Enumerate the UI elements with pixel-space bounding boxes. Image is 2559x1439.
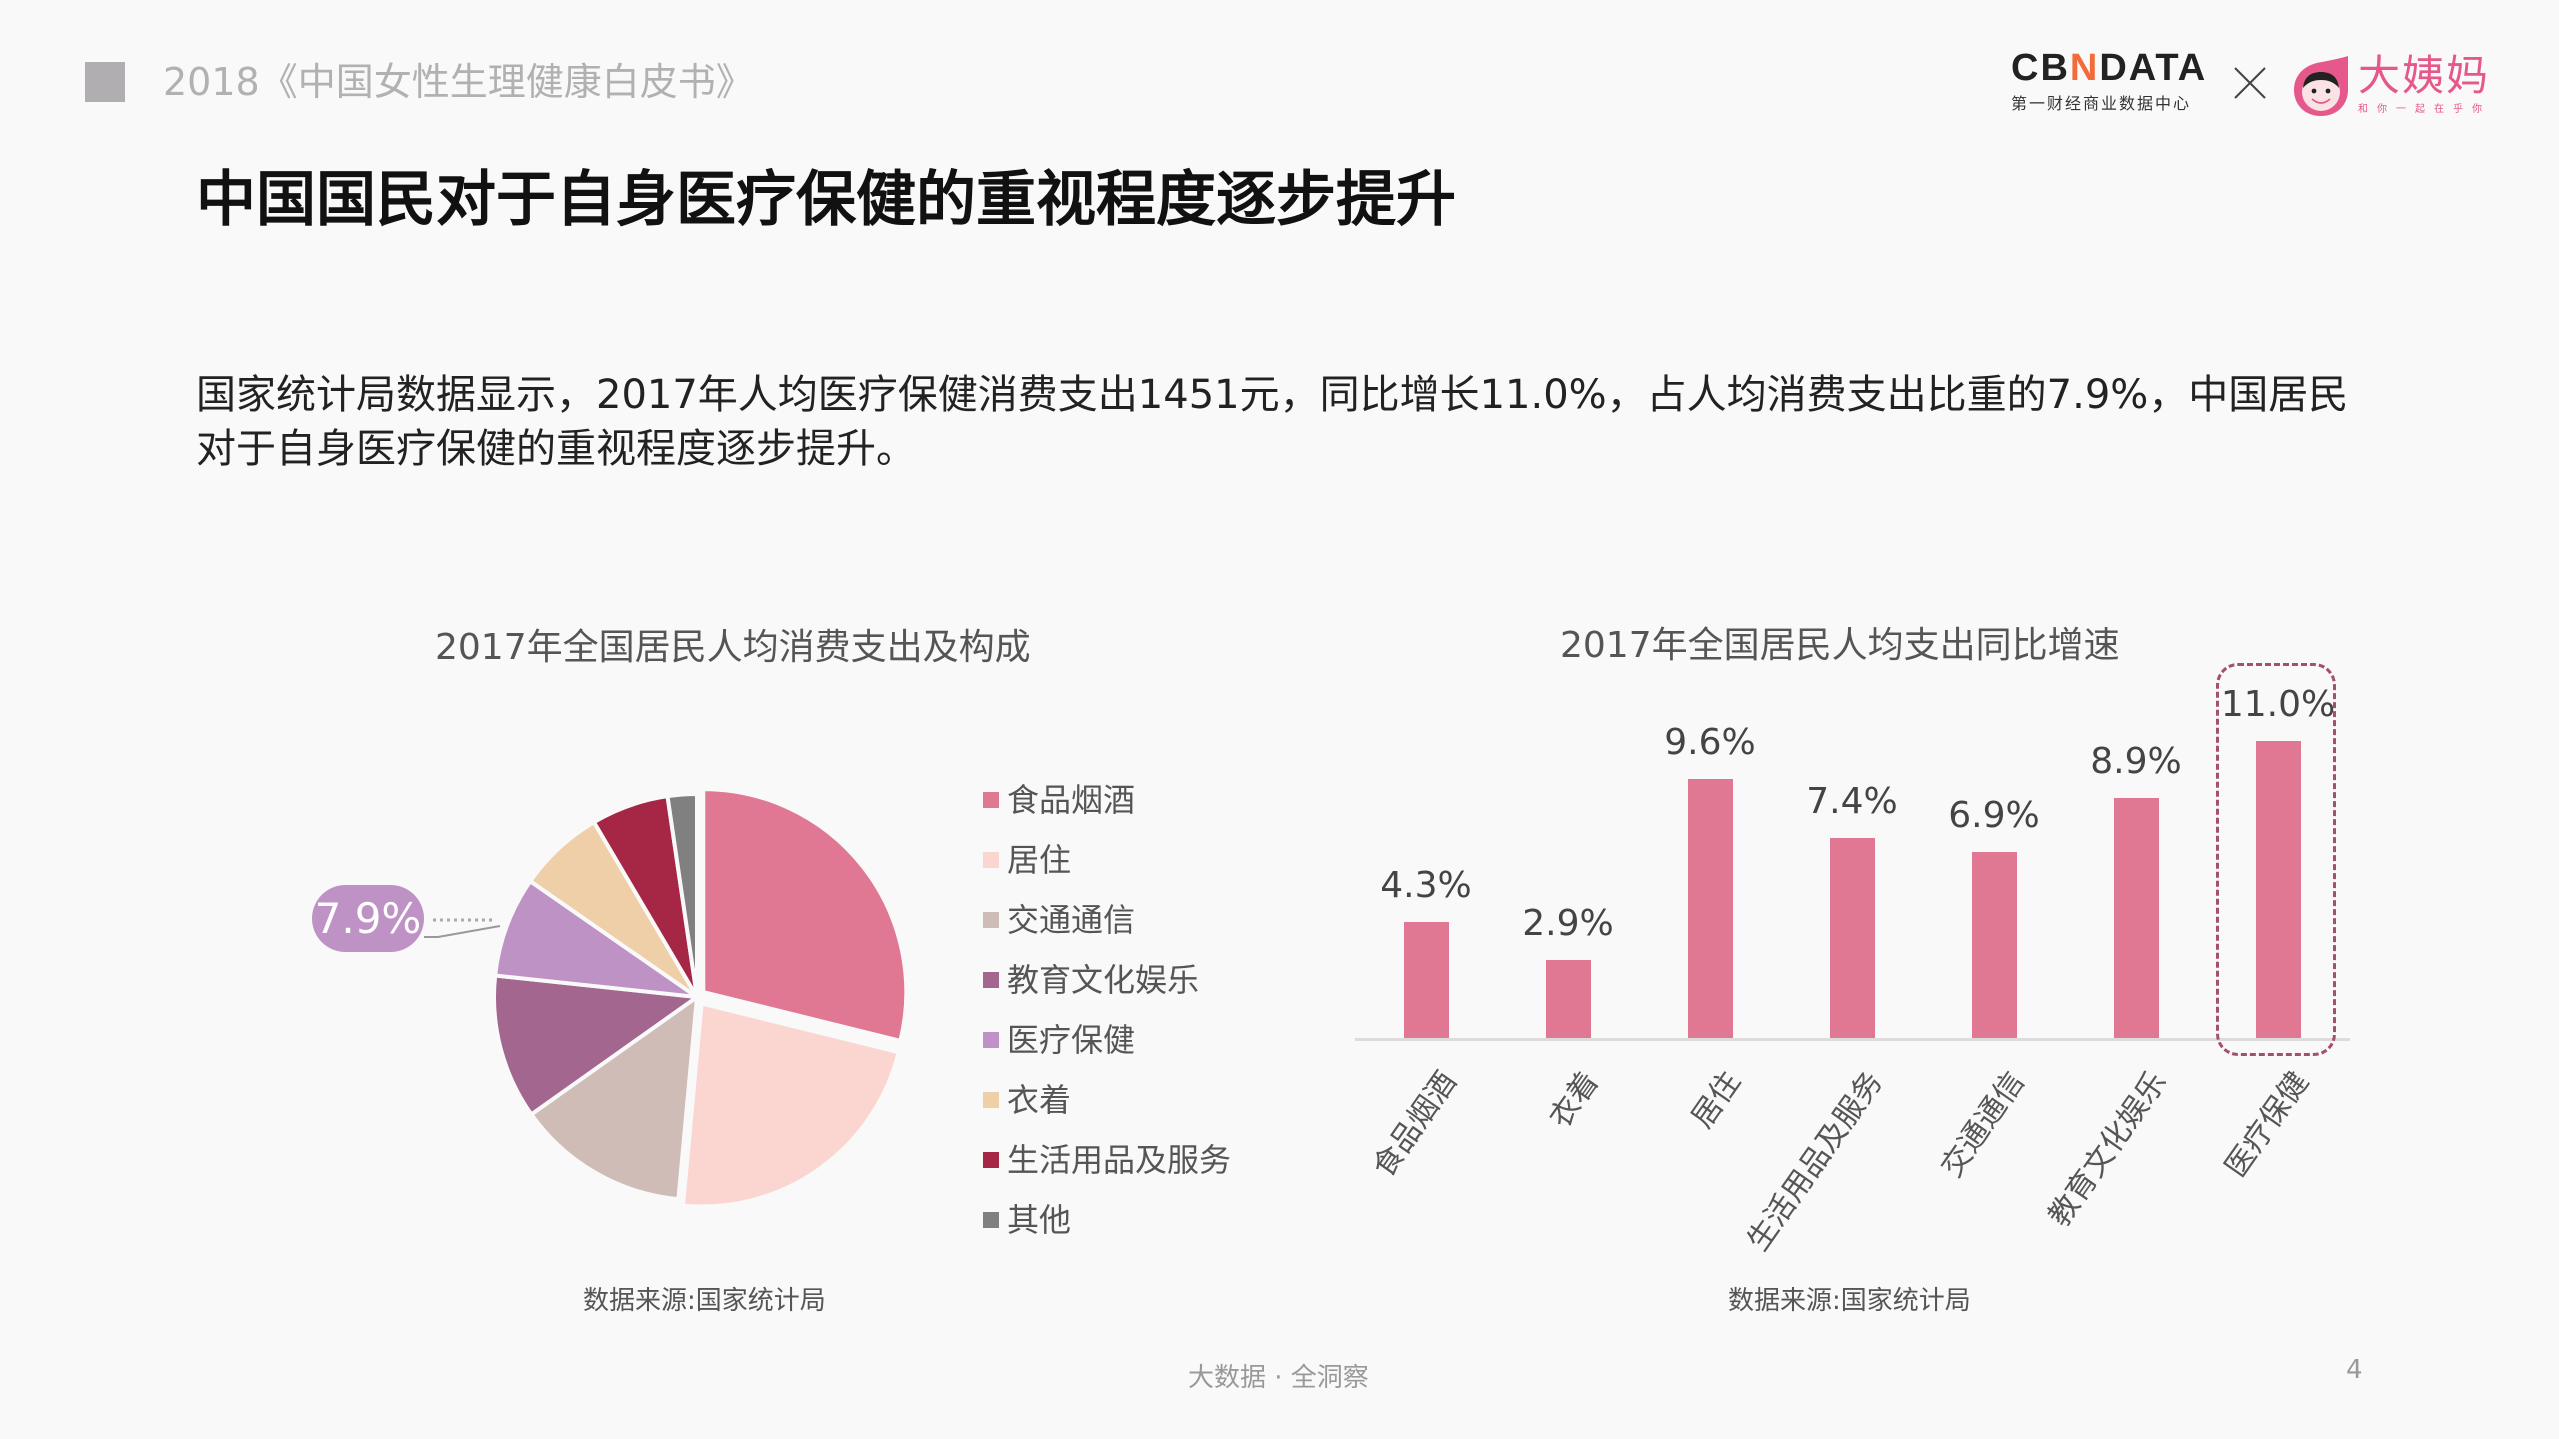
pie-slice [701, 787, 909, 1044]
bar-value-label: 7.4% [1806, 781, 1898, 823]
pie-source-note: 数据来源:国家统计局 [583, 1286, 826, 1316]
legend-item: 其他 [983, 1190, 1231, 1250]
legend-label: 医疗保健 [1007, 1021, 1136, 1059]
legend-swatch [983, 972, 999, 988]
bar [2113, 797, 2159, 1038]
bar-value-label: 6.9% [1948, 794, 2040, 836]
dayima-wordmark: 大姨妈 [2358, 51, 2491, 100]
x-axis-tick-label: 居住 [1684, 1065, 1748, 1135]
pie-legend: 食品烟酒居住交通通信教育文化娱乐 医疗保健衣着生活用品及服务 其他 [983, 770, 1231, 1250]
x-axis-tick-label: 医疗保健 [2218, 1065, 2316, 1184]
header-square-decoration [85, 62, 125, 102]
bar-chart-title: 2017年全国居民人均支出同比增速 [1560, 625, 2120, 666]
bar-value-label: 11.0% [2220, 684, 2336, 725]
pie-slice [527, 819, 699, 999]
bar [1403, 921, 1449, 1038]
legend-swatch [983, 1152, 999, 1168]
callout-leader-line [424, 925, 501, 938]
pie-slice [591, 793, 699, 999]
pie-slice [492, 878, 699, 999]
cbndata-wordmark: CBNDATA [2011, 47, 2208, 89]
dayima-logo: 大姨妈 和你一起在乎你 [2358, 51, 2491, 116]
bar [1687, 778, 1733, 1038]
x-axis-tick-label: 食品烟酒 [1366, 1065, 1464, 1184]
legend-item: 生活用品及服务 [983, 1130, 1231, 1190]
pie-chart-title: 2017年全国居民人均消费支出及构成 [435, 627, 1031, 668]
x-axis-tick-label: 衣着 [1542, 1065, 1606, 1135]
legend-swatch [983, 1212, 999, 1228]
bar-chart-x-axis [1355, 1038, 2350, 1041]
page-title: 中国国民对于自身医疗保健的重视程度逐步提升 [196, 165, 1456, 235]
legend-label: 交通通信 [1007, 901, 1136, 939]
legend-label: 生活用品及服务 [1007, 1141, 1232, 1179]
highlight-box-medical [2216, 663, 2336, 1056]
bar [1545, 959, 1591, 1038]
x-axis-tick-label: 教育文化娱乐 [2041, 1065, 2174, 1233]
legend-swatch [983, 1032, 999, 1048]
intro-paragraph: 国家统计局数据显示，2017年人均医疗保健消费支出1451元，同比增长11.0%… [196, 372, 2349, 472]
legend-item: 食品烟酒 [983, 770, 1231, 830]
legend-item: 教育文化娱乐 [983, 950, 1231, 1010]
pie-slice [665, 791, 699, 998]
legend-label: 食品烟酒 [1007, 781, 1136, 819]
legend-swatch [983, 1092, 999, 1108]
dayima-face-icon [2294, 56, 2348, 116]
legend-item: 医疗保健 [983, 1010, 1231, 1070]
page-number: 4 [2346, 1355, 2363, 1385]
bar-value-label: 8.9% [2090, 740, 2182, 782]
bar-value-label: 4.3% [1380, 864, 1472, 906]
cbndata-logo: CBNDATA 第一财经商业数据中心 [2011, 47, 2211, 114]
bar [2255, 741, 2301, 1038]
pie-slice [680, 1001, 902, 1209]
pie-slice [528, 992, 700, 1202]
bar [1829, 838, 1875, 1038]
bar-value-label: 2.9% [1522, 902, 1614, 944]
legend-item: 交通通信 [983, 890, 1231, 950]
collaboration-x-icon [2234, 67, 2266, 99]
dayima-tagline: 和你一起在乎你 [2358, 104, 2491, 115]
pie-slice [492, 973, 703, 1118]
report-title: 2018《中国女性生理健康白皮书》 [163, 60, 754, 104]
legend-label: 教育文化娱乐 [1007, 961, 1200, 999]
pie-callout-medical: 7.9% [312, 885, 424, 952]
legend-item: 衣着 [983, 1070, 1231, 1130]
legend-label: 衣着 [1007, 1081, 1072, 1119]
legend-label: 居住 [1007, 841, 1072, 879]
legend-swatch [983, 912, 999, 928]
bar [1971, 851, 2017, 1038]
legend-swatch [983, 792, 999, 808]
legend-swatch [983, 852, 999, 868]
x-axis-tick-label: 生活用品及服务 [1740, 1065, 1890, 1258]
bar-source-note: 数据来源:国家统计局 [1728, 1286, 1971, 1316]
bar-value-label: 9.6% [1664, 721, 1756, 763]
x-axis-tick-label: 交通通信 [1934, 1065, 2032, 1184]
legend-label: 其他 [1007, 1201, 1072, 1239]
footer-tagline: 大数据 · 全洞察 [1188, 1363, 1369, 1393]
legend-item: 居住 [983, 830, 1231, 890]
cbndata-subtitle: 第一财经商业数据中心 [2011, 94, 2192, 113]
